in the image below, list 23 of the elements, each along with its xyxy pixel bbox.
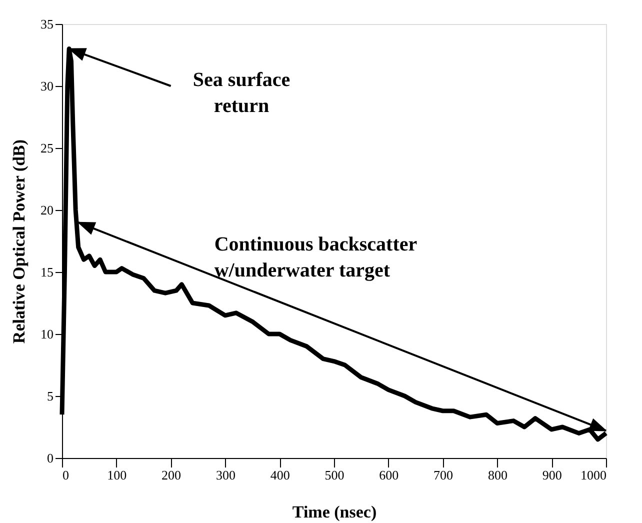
y-tick-label: 5 <box>47 388 54 404</box>
x-tick-label: 0 <box>62 468 69 482</box>
x-tick-label: 400 <box>270 468 290 482</box>
x-axis-title: Time (nsec) <box>292 502 377 522</box>
annotation: Continuous backscatter w/underwater target <box>214 234 418 282</box>
y-tick-label: 15 <box>40 264 54 280</box>
x-tick-label: 100 <box>107 468 127 482</box>
x-tick-label: 1000 <box>580 468 606 482</box>
y-tick-label: 30 <box>40 78 54 94</box>
x-tick-label: 500 <box>324 468 344 482</box>
x-tick-label: 300 <box>216 468 236 482</box>
y-tick-label: 35 <box>40 16 54 32</box>
y-tick-label: 20 <box>40 202 54 218</box>
x-tick-label: 800 <box>488 468 508 482</box>
x-tick-label: 900 <box>542 468 562 482</box>
y-tick-label: 0 <box>47 450 54 466</box>
y-tick-label: 25 <box>40 140 54 156</box>
y-axis-title: Relative Optical Power (dB) <box>10 139 28 344</box>
x-tick-label: 700 <box>434 468 454 482</box>
x-tick-label: 200 <box>162 468 182 482</box>
x-tick-label: 600 <box>379 468 399 482</box>
annotation: Sea surface return <box>192 68 290 117</box>
y-tick-label: 10 <box>40 326 54 342</box>
